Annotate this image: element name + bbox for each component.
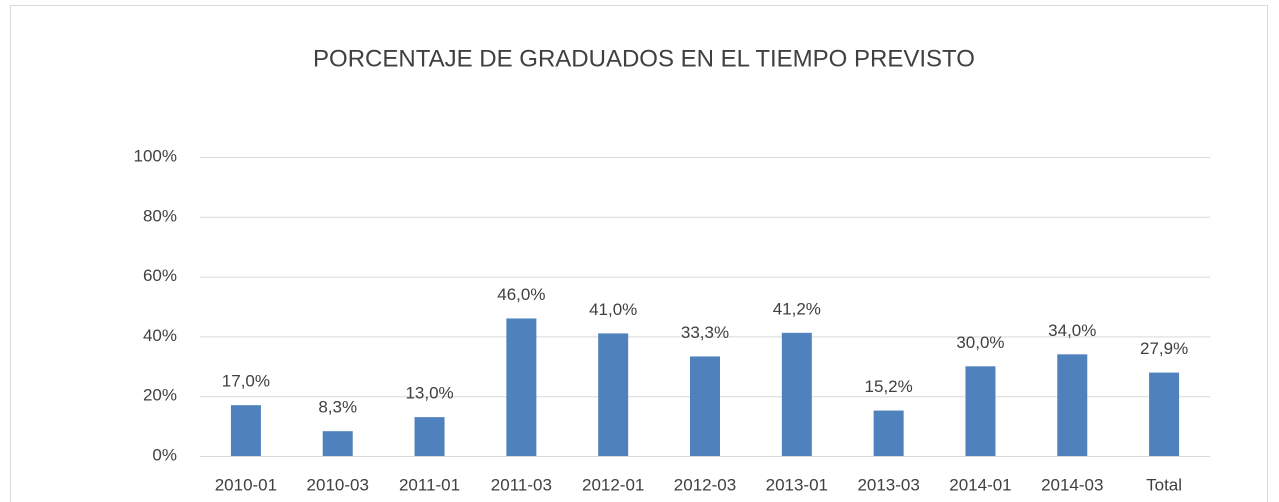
x-tick-label: 2010-01 [215,475,277,494]
y-tick-label: 80% [143,206,177,225]
x-tick-label: 2012-03 [674,475,736,494]
data-label: 34,0% [1048,321,1096,340]
x-tick-label: 2012-01 [582,475,644,494]
bar [690,356,720,456]
data-label: 8,3% [318,398,357,417]
bar [230,405,261,456]
bar [1149,372,1180,456]
x-tick-label: Total [1146,475,1182,494]
bar [598,333,629,456]
data-label: 46,0% [497,285,545,304]
bar [965,366,996,456]
y-tick-label: 20% [143,386,177,405]
y-tick-label: 40% [143,326,177,345]
bar [322,431,353,456]
data-label: 41,2% [773,299,821,318]
x-tick-label: 2014-03 [1041,475,1103,494]
chart-title: PORCENTAJE DE GRADUADOS EN EL TIEMPO PRE… [313,45,975,72]
bar [1057,354,1088,456]
y-tick-label: 100% [134,146,177,165]
x-tick-label: 2010-03 [307,475,369,494]
data-label: 27,9% [1140,339,1188,358]
data-label: 33,3% [681,323,729,342]
x-tick-label: 2013-01 [766,475,828,494]
data-label: 15,2% [865,377,913,396]
data-label: 30,0% [956,333,1004,352]
x-tick-label: 2011-01 [399,475,460,494]
data-label: 17,0% [222,372,270,391]
bar [414,417,445,456]
y-tick-label: 60% [143,266,177,285]
y-tick-label: 0% [152,445,177,464]
data-label: 41,0% [589,300,637,319]
data-label: 13,0% [405,384,453,403]
bar [781,332,812,456]
bar [506,318,537,456]
bar [873,410,904,456]
x-tick-label: 2014-01 [949,475,1011,494]
x-tick-label: 2011-03 [491,475,552,494]
x-tick-label: 2013-03 [857,475,919,494]
